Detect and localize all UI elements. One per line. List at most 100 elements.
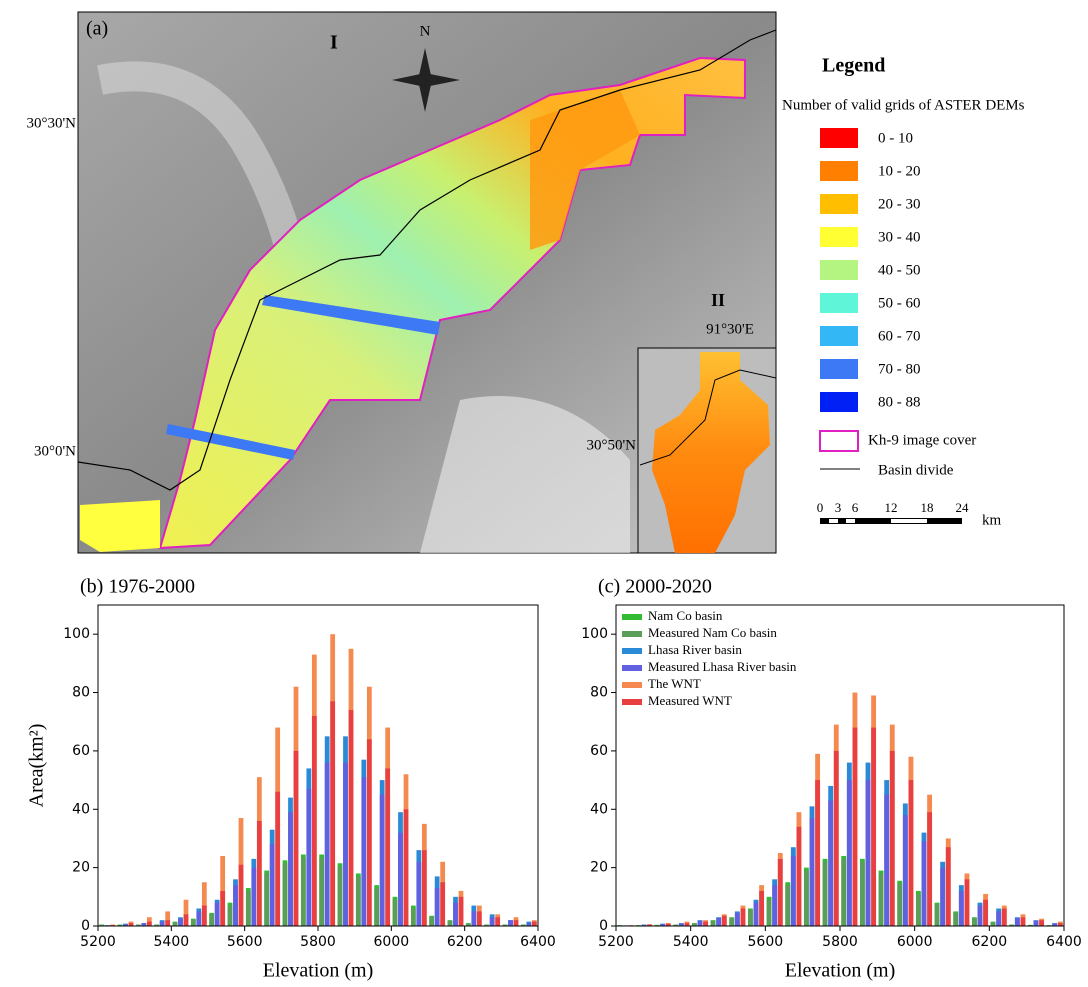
bar bbox=[673, 924, 679, 926]
bar bbox=[458, 896, 464, 926]
bar bbox=[421, 850, 427, 926]
bar bbox=[641, 924, 647, 926]
y-tick-label: 0 bbox=[81, 918, 90, 934]
bar bbox=[385, 768, 391, 926]
bar bbox=[953, 912, 959, 926]
bar bbox=[878, 873, 884, 926]
bar bbox=[128, 923, 134, 926]
legend-label: 50 - 60 bbox=[878, 295, 921, 311]
bar bbox=[721, 915, 727, 926]
scale-label: 0 bbox=[817, 500, 824, 515]
bar bbox=[703, 921, 709, 926]
bar bbox=[476, 911, 482, 926]
lat-label: 30°0'N bbox=[34, 443, 76, 459]
bar bbox=[846, 780, 852, 926]
swath-stripe bbox=[166, 424, 295, 460]
bar bbox=[300, 857, 306, 926]
bar bbox=[665, 923, 671, 926]
bar bbox=[684, 923, 690, 926]
bar bbox=[379, 794, 385, 926]
bar bbox=[772, 885, 778, 926]
lon-label: 91°30'E bbox=[706, 321, 754, 337]
bar bbox=[809, 818, 815, 926]
bar bbox=[429, 917, 435, 926]
legend-swatch bbox=[820, 161, 858, 181]
swath-orange bbox=[530, 90, 640, 250]
bar bbox=[691, 923, 697, 926]
bar bbox=[251, 867, 257, 926]
x-tick-label: 5800 bbox=[300, 934, 336, 950]
bar bbox=[146, 921, 152, 926]
bar bbox=[416, 861, 422, 926]
bar bbox=[508, 920, 513, 926]
swath bbox=[80, 500, 160, 552]
legend-label: Measured WNT bbox=[648, 693, 732, 708]
inset-swath bbox=[652, 352, 770, 553]
bar bbox=[859, 861, 865, 926]
plot-frame bbox=[615, 604, 1065, 927]
bar bbox=[366, 739, 372, 926]
charts: (b) 1976-2000 Elevation (m) Area(km²) 0 20 40… bbox=[26, 576, 1082, 982]
bar bbox=[934, 904, 940, 926]
bar bbox=[747, 909, 753, 926]
y-tick-label: 100 bbox=[63, 626, 90, 642]
bar bbox=[1057, 923, 1063, 926]
bar bbox=[141, 923, 147, 926]
bar bbox=[766, 899, 772, 926]
bar bbox=[233, 885, 238, 926]
bar bbox=[403, 809, 409, 926]
bar bbox=[716, 918, 722, 926]
bar bbox=[282, 863, 288, 926]
bar bbox=[306, 788, 312, 926]
bar bbox=[238, 864, 244, 926]
bar bbox=[465, 923, 471, 926]
legend-title: Legend bbox=[822, 55, 885, 77]
bar bbox=[753, 902, 759, 926]
scale-bar bbox=[891, 519, 927, 523]
x-tick-label: 5600 bbox=[227, 934, 263, 950]
bar bbox=[833, 750, 839, 926]
bar bbox=[440, 882, 446, 926]
bar bbox=[958, 890, 964, 926]
y-tick-label: 40 bbox=[590, 801, 608, 817]
bar bbox=[729, 918, 735, 926]
chart-title: (c) 2000-2020 bbox=[598, 576, 712, 598]
bar bbox=[1014, 918, 1020, 926]
x-tick-label: 6000 bbox=[374, 934, 410, 950]
bar bbox=[178, 918, 183, 926]
x-tick-label: 6000 bbox=[897, 934, 933, 950]
bar bbox=[392, 899, 398, 926]
bar bbox=[884, 794, 890, 926]
bar bbox=[945, 847, 951, 926]
bar bbox=[434, 888, 440, 926]
bar bbox=[502, 924, 508, 926]
bar bbox=[1009, 924, 1015, 926]
bar bbox=[940, 867, 946, 926]
legend-subtitle: Number of valid grids of ASTER DEMs bbox=[782, 97, 1025, 113]
bar bbox=[777, 858, 783, 926]
bar bbox=[697, 920, 703, 926]
legend-swatch bbox=[622, 699, 642, 705]
bar bbox=[710, 920, 716, 926]
bar bbox=[513, 920, 519, 926]
bar bbox=[1020, 917, 1026, 926]
map-legend: Legend Number of valid grids of ASTER DE… bbox=[782, 55, 1025, 529]
bar bbox=[165, 920, 171, 926]
legend-label: Lhasa River basin bbox=[648, 642, 742, 657]
legend-label: Measured Lhasa River basin bbox=[648, 659, 797, 674]
y-tick-label: 100 bbox=[581, 626, 608, 642]
lat-label: 30°50'N bbox=[586, 437, 636, 453]
bar bbox=[201, 905, 207, 926]
x-axis-label: Elevation (m) bbox=[263, 960, 374, 982]
bar bbox=[915, 893, 921, 926]
legend-label: Basin divide bbox=[878, 462, 954, 478]
bar bbox=[135, 924, 141, 926]
north-arrow bbox=[392, 48, 460, 112]
bar bbox=[983, 899, 989, 926]
legend-swatch bbox=[820, 227, 858, 247]
legend-label: 60 - 70 bbox=[878, 328, 921, 344]
legend-label: Kh-9 image cover bbox=[868, 432, 976, 448]
legend-swatch bbox=[622, 614, 642, 620]
x-tick-label: 5200 bbox=[598, 934, 634, 950]
